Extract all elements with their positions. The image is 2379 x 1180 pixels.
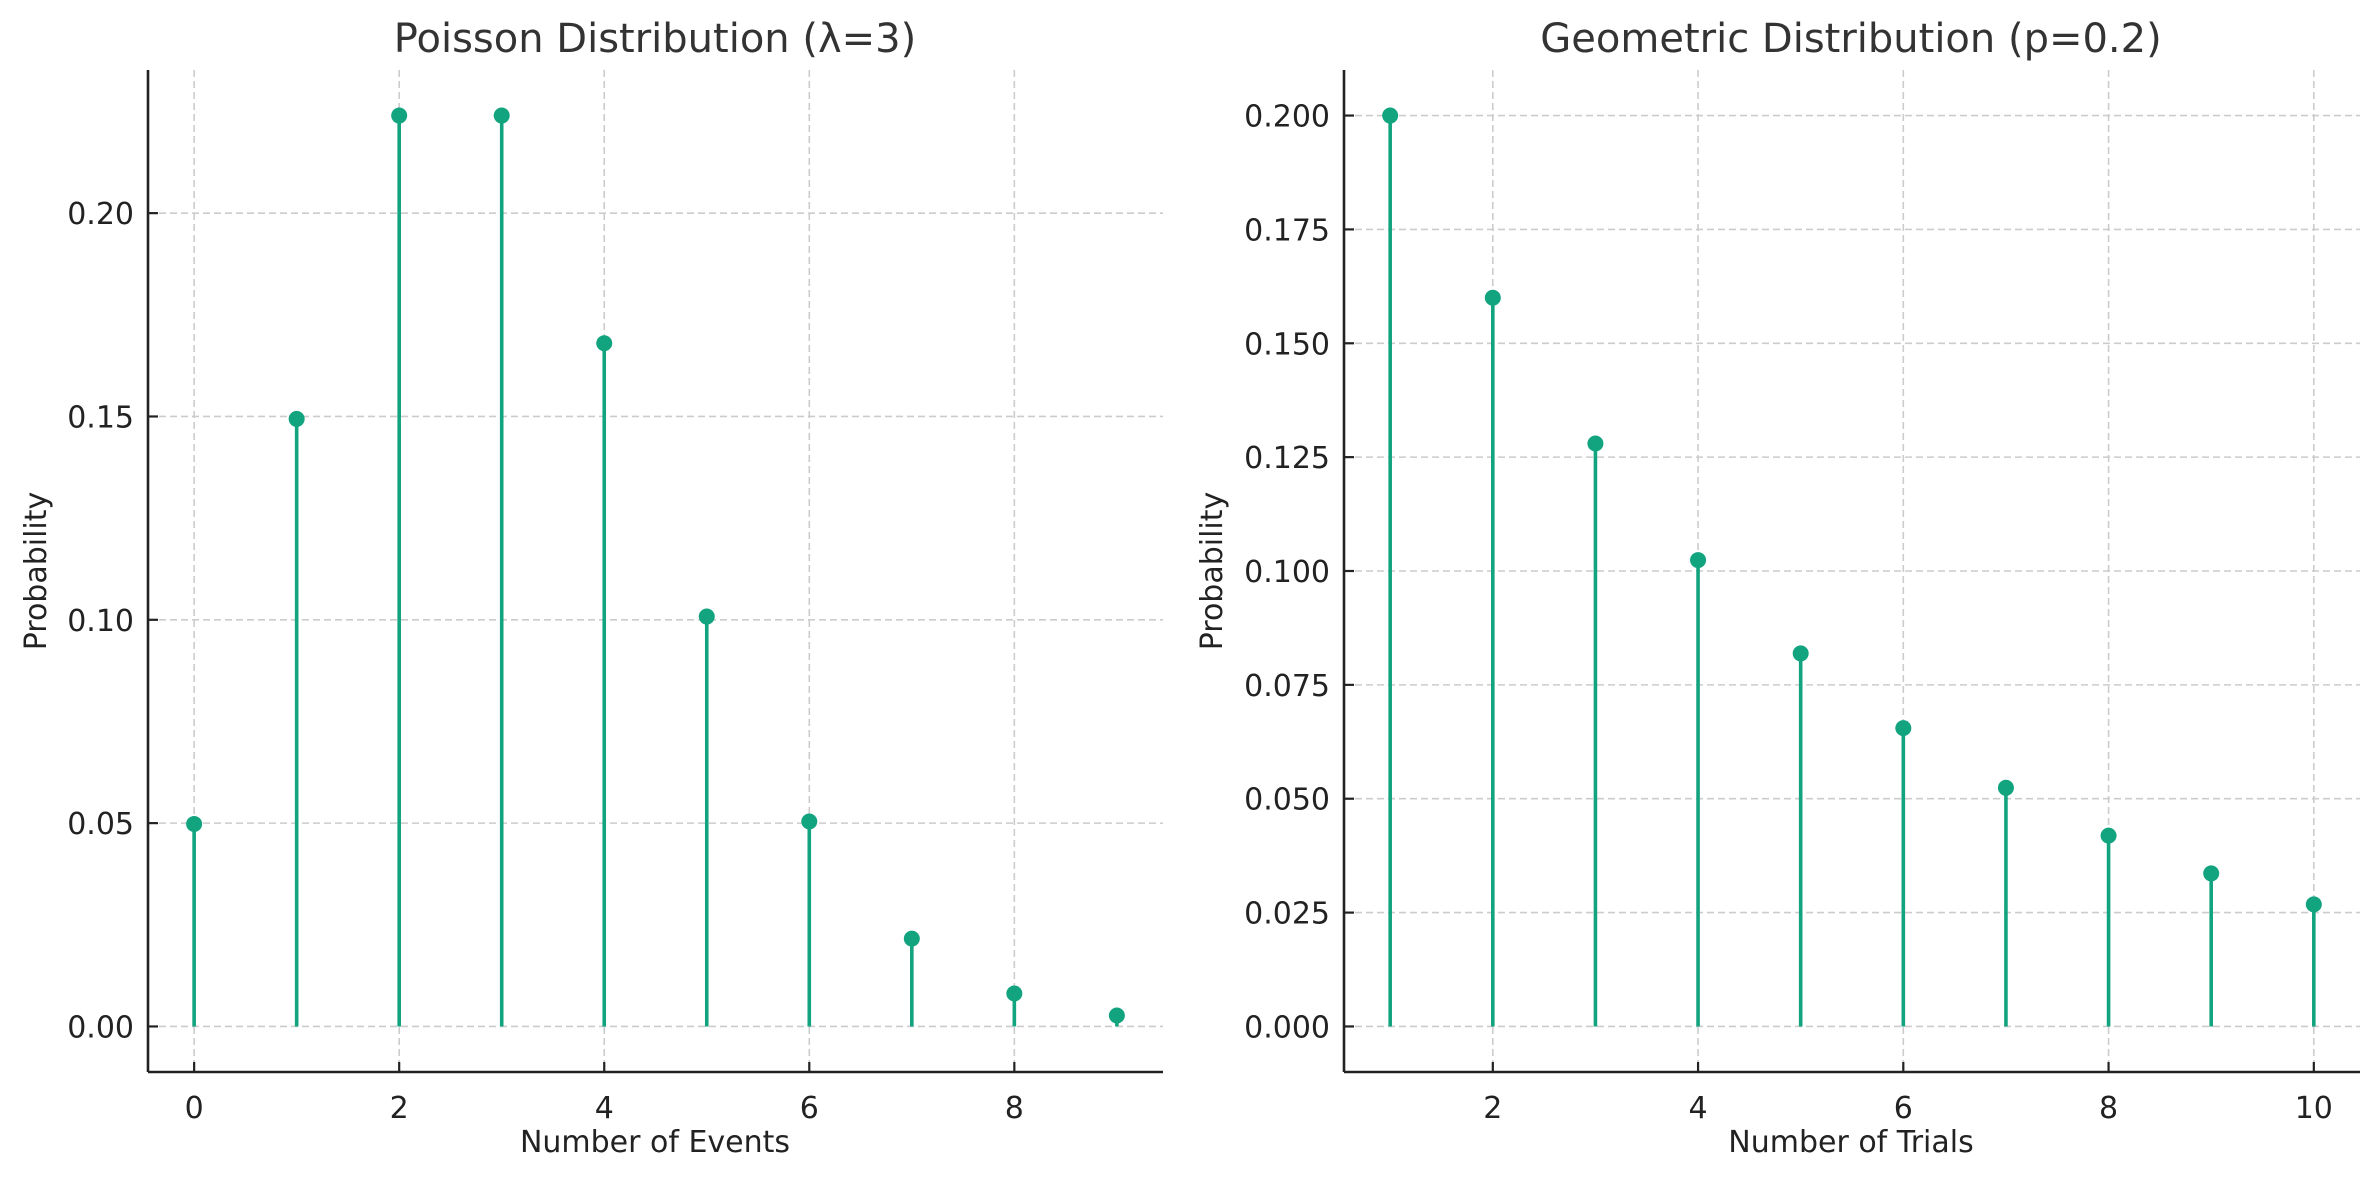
geometric-chart: Geometric Distribution (p=0.2) Number of… — [1195, 16, 2360, 1160]
x-tick-label: 4 — [1689, 1091, 1708, 1126]
y-tick-label: 0.050 — [1244, 783, 1330, 818]
y-tick-label: 0.05 — [67, 807, 134, 842]
stem-marker — [698, 608, 715, 625]
stem-marker — [2100, 827, 2117, 844]
x-tick-label: 0 — [185, 1091, 204, 1126]
chart-title: Geometric Distribution (p=0.2) — [1540, 16, 2161, 62]
y-axis-label: Probability — [19, 492, 54, 651]
x-axis-label: Number of Trials — [1728, 1125, 1973, 1160]
y-tick-label: 0.075 — [1244, 669, 1330, 704]
y-tick-label: 0.125 — [1244, 441, 1330, 476]
stem-marker — [186, 815, 203, 832]
y-tick-label: 0.150 — [1244, 327, 1330, 362]
x-tick-label: 8 — [2099, 1091, 2118, 1126]
x-tick-label: 8 — [1005, 1091, 1024, 1126]
gridlines — [148, 70, 1163, 1072]
y-tick-label: 0.20 — [67, 197, 134, 232]
stem-marker — [493, 107, 510, 124]
y-tick-label: 0.00 — [67, 1010, 134, 1045]
y-axis-label: Probability — [1195, 492, 1230, 651]
x-tick-label: 2 — [1483, 1091, 1502, 1126]
x-tick-label: 2 — [390, 1091, 409, 1126]
stem-marker — [391, 107, 408, 124]
y-tick-label: 0.175 — [1244, 213, 1330, 248]
poisson-chart: Poisson Distribution (λ=3) Number of Eve… — [19, 16, 1163, 1160]
chart-title: Poisson Distribution (λ=3) — [394, 16, 916, 62]
x-tick-label: 10 — [2295, 1091, 2333, 1126]
x-tick-label: 4 — [595, 1091, 614, 1126]
y-tick-label: 0.100 — [1244, 555, 1330, 590]
stem-marker — [1792, 645, 1809, 662]
y-tick-label: 0.200 — [1244, 100, 1330, 135]
stem-marker — [288, 410, 305, 427]
stem-marker — [1587, 435, 1604, 452]
x-tick-label: 6 — [800, 1091, 819, 1126]
stem-marker — [1484, 289, 1501, 306]
stem-marker — [801, 813, 818, 830]
stem-marker — [1690, 552, 1707, 569]
stem-marker — [2305, 896, 2322, 913]
stem-marker — [2203, 865, 2220, 882]
stem-marker — [1895, 720, 1912, 737]
y-tick-label: 0.000 — [1244, 1010, 1330, 1045]
stem-marker — [1997, 779, 2014, 796]
y-tick-label: 0.10 — [67, 604, 134, 639]
x-tick-label: 6 — [1894, 1091, 1913, 1126]
stem-marker — [1108, 1007, 1125, 1024]
stem-marker — [1382, 107, 1399, 124]
stem-marker — [1006, 985, 1023, 1002]
stem-marker — [903, 930, 920, 947]
stem-marker — [596, 335, 613, 352]
x-axis-label: Number of Events — [520, 1125, 790, 1160]
y-tick-label: 0.025 — [1244, 897, 1330, 932]
gridlines — [1344, 70, 2360, 1072]
y-tick-label: 0.15 — [67, 400, 134, 435]
